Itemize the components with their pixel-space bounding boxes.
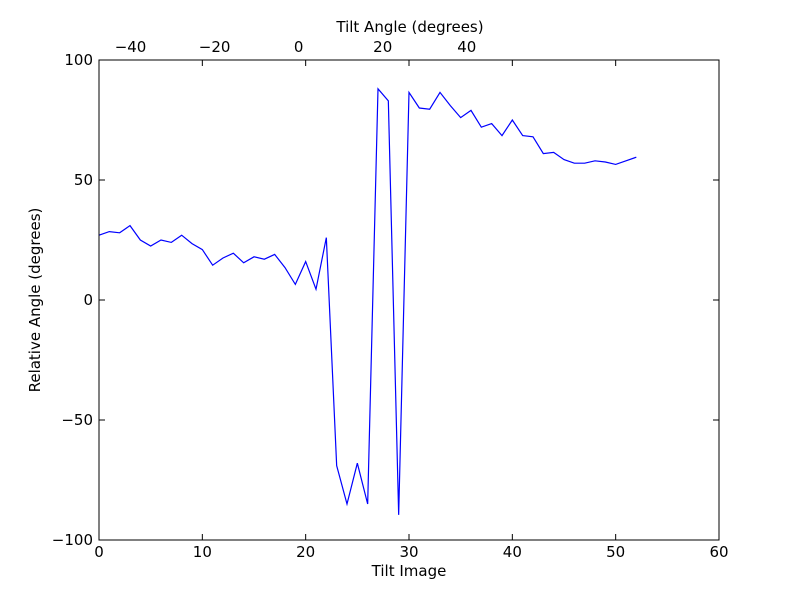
y-tick-label: −100	[52, 531, 93, 549]
y-tick-label: −50	[61, 411, 93, 429]
y-tick-label: 50	[74, 171, 93, 189]
x-tick-label: 10	[193, 543, 212, 561]
plot-layer	[98, 87, 637, 515]
x-tick-label: 20	[296, 543, 315, 561]
top-tick-label: 20	[373, 38, 392, 56]
top-tick-label: −20	[199, 38, 231, 56]
x-tick-label: 50	[606, 543, 625, 561]
x-tick-label: 0	[94, 543, 104, 561]
x-tick-label: 60	[709, 543, 728, 561]
top-tick-label: −40	[115, 38, 147, 56]
top-tick-label: 0	[294, 38, 304, 56]
x-tick-label: 40	[503, 543, 522, 561]
ticks-layer: 0 10 20 30 40 50 60 100 50 0 −50 −100 −40 −20 0 20 40	[52, 38, 729, 561]
x-tick-label: 30	[399, 543, 418, 561]
y-tick-label: 100	[64, 51, 93, 69]
top-tick-label: 40	[457, 38, 476, 56]
top-x-axis-title: Tilt Angle (degrees)	[335, 18, 483, 36]
y-tick-label: 0	[83, 291, 93, 309]
y-axis-title: Relative Angle (degrees)	[26, 208, 44, 393]
series-line-0	[98, 87, 637, 515]
x-axis-title: Tilt Image	[371, 562, 447, 580]
